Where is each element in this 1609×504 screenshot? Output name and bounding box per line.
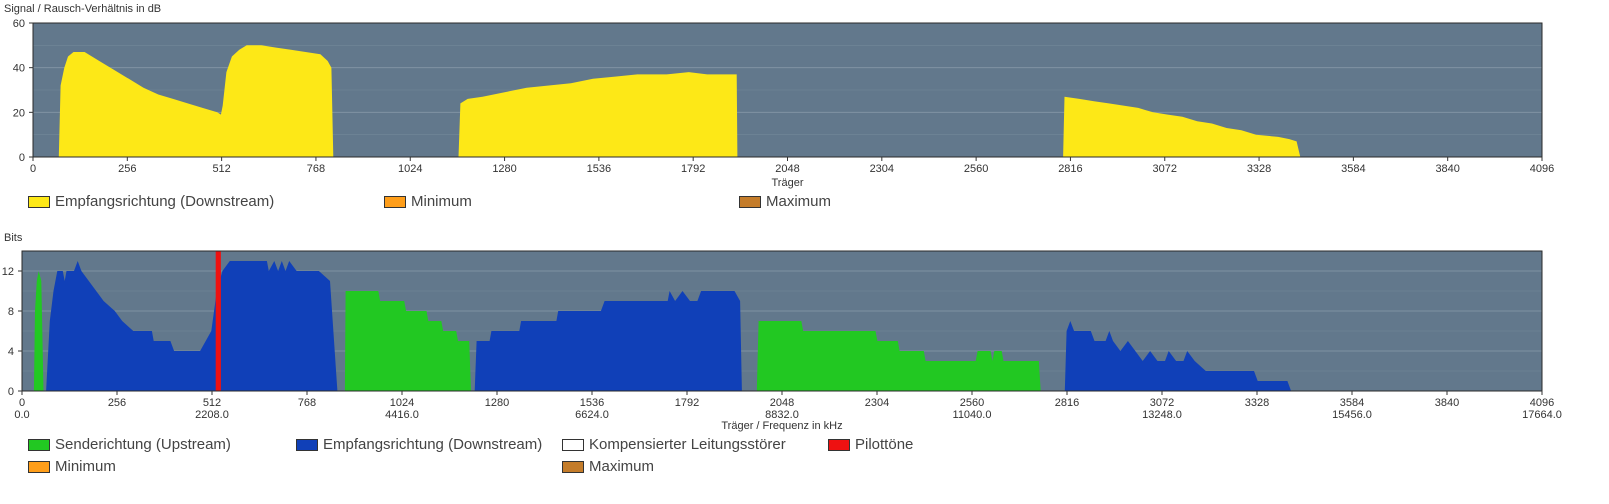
bits-xtick-freq-label: 13248.0 <box>1142 409 1182 421</box>
bits-xtick-freq-label: 11040.0 <box>953 409 992 421</box>
snr-xlabel: Träger <box>772 177 804 189</box>
bits-xtick-label: 512 <box>203 397 221 409</box>
snr-chart: 0 20 40 60 0 256 512 768 1024 1280 1536 1792 2048 230… <box>13 18 1554 189</box>
snr-xtick-label: 2304 <box>870 163 894 175</box>
bits-legend-item-senderichtung-upstream[interactable]: Senderichtung (Upstream) <box>28 436 231 453</box>
bits-xtick-label: 1792 <box>675 397 699 409</box>
snr-xtick-label: 4096 <box>1530 163 1554 175</box>
bits-xtick-freq-label: 17664.0 <box>1522 409 1562 421</box>
snr-xtick-label: 512 <box>212 163 230 175</box>
snr-legend-label: Empfangsrichtung (Downstream) <box>55 193 275 210</box>
snr-xtick-label: 0 <box>30 163 36 175</box>
snr-legend: Empfangsrichtung (Downstream) Minimum Maxi… <box>28 193 1588 215</box>
bits-xtick-freq-label: 8832.0 <box>765 409 799 421</box>
bits-xtick-label: 3072 <box>1150 397 1174 409</box>
snr-legend-label: Maximum <box>766 193 832 210</box>
snr-xtick-label: 768 <box>307 163 325 175</box>
bits-xtick-label: 3584 <box>1340 397 1364 409</box>
bits-xtick-freq-label: 15456.0 <box>1332 409 1372 421</box>
bits-xtick-label: 3840 <box>1435 397 1459 409</box>
bits-xtick-freq-label: 4416.0 <box>385 409 419 421</box>
snr-ytick-label: 0 <box>19 152 25 164</box>
snr-legend-item-empfangsrichtung-downstream[interactable]: Empfangsrichtung (Downstream) <box>28 193 274 210</box>
bits-legend-label: Kompensierter Leitungsstörer <box>589 436 786 453</box>
bits-xtick-label: 2304 <box>865 397 889 409</box>
bits-series-pilott-ne <box>215 251 221 391</box>
snr-legend-label: Minimum <box>411 193 472 210</box>
bits-xtick-label: 2816 <box>1055 397 1079 409</box>
bits-xtick-label: 3328 <box>1245 397 1269 409</box>
bits-legend-label: Pilottöne <box>855 436 914 453</box>
snr-ylabel: Signal / Rausch-Verhältnis in dB <box>4 3 162 15</box>
snr-xtick-label: 1280 <box>492 163 516 175</box>
bits-legend-label: Minimum <box>55 458 116 475</box>
snr-xtick-label: 1024 <box>398 163 422 175</box>
bits-xtick-label: 2560 <box>960 397 984 409</box>
snr-xtick-label: 1536 <box>587 163 611 175</box>
snr-legend-swatch <box>739 195 761 208</box>
snr-xtick-label: 2816 <box>1058 163 1082 175</box>
bits-xtick-label: 256 <box>108 397 126 409</box>
snr-xtick-label: 3328 <box>1247 163 1271 175</box>
bits-legend-swatch <box>28 460 50 473</box>
bits-legend-item-pilott-ne[interactable]: Pilottöne <box>828 436 913 453</box>
bits-legend-swatch <box>828 438 850 451</box>
bits-legend-swatch <box>296 438 318 451</box>
snr-xtick-label: 256 <box>118 163 136 175</box>
bits-xtick-label: 1280 <box>485 397 509 409</box>
bits-ytick-label: 4 <box>8 346 14 358</box>
bits-xtick-label: 768 <box>298 397 316 409</box>
snr-legend-item-maximum[interactable]: Maximum <box>739 193 831 210</box>
snr-xtick-label: 1792 <box>681 163 705 175</box>
bits-series-empfangsrichtung-downstream <box>46 261 1292 391</box>
bits-xtick-freq-label: 2208.0 <box>195 409 229 421</box>
bits-xtick-label: 1024 <box>390 397 414 409</box>
snr-ytick-label: 40 <box>13 63 25 75</box>
snr-legend-item-minimum[interactable]: Minimum <box>384 193 472 210</box>
bits-xtick-freq-label: 0.0 <box>14 409 29 421</box>
snr-xtick-label: 3072 <box>1153 163 1177 175</box>
bits-legend-label: Senderichtung (Upstream) <box>55 436 231 453</box>
snr-xtick-label: 2560 <box>964 163 988 175</box>
bits-xtick-label: 1536 <box>580 397 604 409</box>
bits-ylabel: Bits <box>4 232 23 244</box>
bits-legend-item-kompensierter-leitungsst-rer[interactable]: Kompensierter Leitungsstörer <box>562 436 786 453</box>
bits-legend-item-maximum[interactable]: Maximum <box>562 458 654 475</box>
snr-legend-swatch <box>28 195 50 208</box>
bits-xtick-label: 2048 <box>770 397 794 409</box>
snr-xtick-label: 2048 <box>775 163 799 175</box>
snr-xtick-label: 3584 <box>1341 163 1365 175</box>
bits-ytick-label: 8 <box>8 306 14 318</box>
bits-ytick-label: 0 <box>8 386 14 398</box>
bits-legend-swatch <box>562 460 584 473</box>
bits-ytick-label: 12 <box>2 266 14 278</box>
bits-legend-label: Maximum <box>589 458 655 475</box>
bits-xtick-label: 0 <box>19 397 25 409</box>
bits-xlabel: Träger / Frequenz in kHz <box>721 420 842 432</box>
snr-ytick-label: 60 <box>13 18 25 30</box>
bits-series-senderichtung-upstream <box>33 271 1041 391</box>
bits-legend-item-empfangsrichtung-downstream[interactable]: Empfangsrichtung (Downstream) <box>296 436 542 453</box>
bits-legend-item-minimum[interactable]: Minimum <box>28 458 116 475</box>
snr-ytick-label: 20 <box>13 107 25 119</box>
bits-legend-swatch <box>562 438 584 451</box>
bits-xtick-label: 4096 <box>1530 397 1554 409</box>
bits-legend: Senderichtung (Upstream) Empfangsrichtung… <box>28 436 1588 480</box>
snr-xtick-label: 3840 <box>1435 163 1459 175</box>
bits-legend-swatch <box>28 438 50 451</box>
snr-series-empfangsrichtung-downstream <box>58 45 1301 157</box>
snr-legend-swatch <box>384 195 406 208</box>
bits-legend-label: Empfangsrichtung (Downstream) <box>323 436 543 453</box>
bits-xtick-freq-label: 6624.0 <box>575 409 609 421</box>
